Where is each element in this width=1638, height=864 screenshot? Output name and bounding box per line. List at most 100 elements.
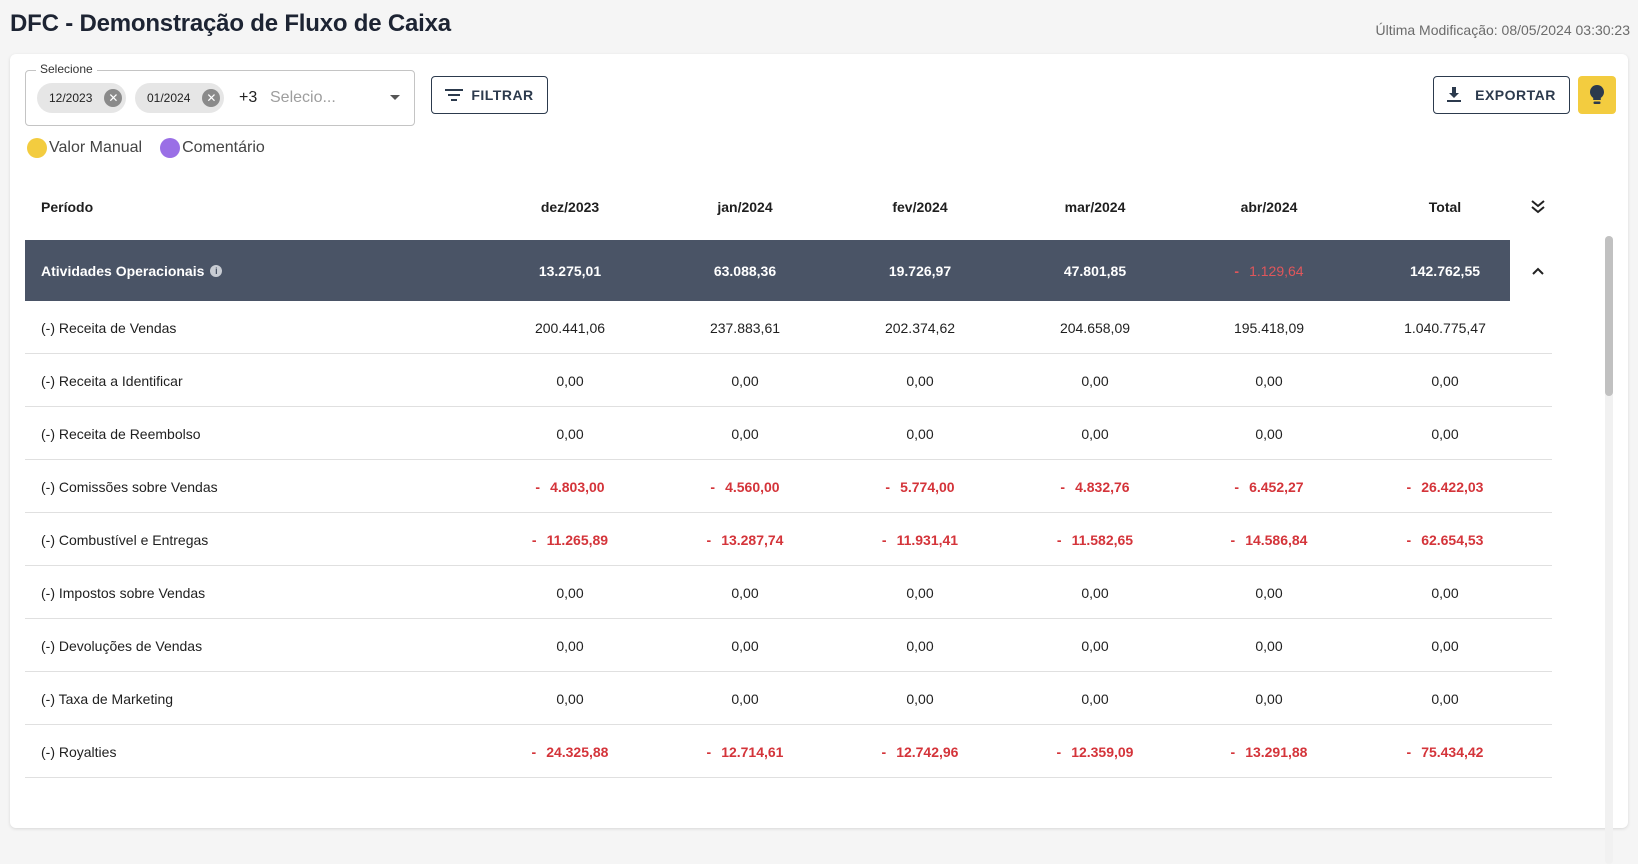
cell-value-negative[interactable]: -14.586,84 (1189, 513, 1349, 566)
cell-value-negative[interactable]: -6.452,27 (1189, 460, 1349, 513)
cell-value[interactable]: 0,00 (1015, 566, 1175, 619)
cell-value-negative[interactable]: -11.931,41 (840, 513, 1000, 566)
negative-sign: - (885, 478, 891, 495)
close-circle-icon[interactable]: ✕ (104, 89, 123, 107)
cell-value-negative[interactable]: -4.560,00 (665, 460, 825, 513)
cell-value[interactable]: 0,00 (1015, 407, 1175, 460)
cell-value-negative[interactable]: -75.434,42 (1365, 725, 1525, 778)
negative-sign: - (1056, 743, 1062, 760)
cell-value-negative[interactable]: -12.359,09 (1015, 725, 1175, 778)
table-scrollbar[interactable] (1605, 236, 1613, 864)
last-modified: Última Modificação: 08/05/2024 03:30:23 (1375, 22, 1631, 38)
row-label: (-) Impostos sobre Vendas (41, 584, 206, 601)
column-header: Total (1428, 199, 1462, 215)
filter-button[interactable]: FILTRAR (431, 76, 548, 114)
cell-text: 0,00 (731, 690, 759, 707)
chip-period[interactable]: 01/2024 ✕ (135, 83, 225, 113)
cell-value[interactable]: 0,00 (1189, 566, 1349, 619)
negative-sign: - (1406, 531, 1412, 548)
cell-value[interactable]: 0,00 (1365, 407, 1525, 460)
cell-text: 0,00 (906, 690, 934, 707)
cell-text: 75.434,42 (1421, 743, 1484, 760)
table-row: (-) Taxa de Marketing 0,00 0,00 0,00 0,00 0,0… (25, 672, 1565, 725)
cell-value[interactable]: 0,00 (840, 407, 1000, 460)
group-value-negative: - 1.129,64 (1189, 240, 1349, 301)
cell-value[interactable]: 0,00 (490, 672, 650, 725)
close-circle-icon[interactable]: ✕ (202, 89, 221, 107)
cell-value[interactable]: 0,00 (840, 354, 1000, 407)
negative-sign: - (1060, 478, 1066, 495)
cell-value[interactable]: 195.418,09 (1189, 301, 1349, 354)
expand-all-button[interactable] (1510, 174, 1565, 240)
cell-value-negative[interactable]: -13.287,74 (665, 513, 825, 566)
cell-value[interactable]: 0,00 (1015, 619, 1175, 672)
negative-sign: - (531, 531, 537, 548)
cell-value[interactable]: 0,00 (1189, 619, 1349, 672)
cell-value[interactable]: 0,00 (665, 407, 825, 460)
cell-text: 0,00 (731, 637, 759, 654)
cell-value[interactable]: 0,00 (665, 354, 825, 407)
cell-value-negative[interactable]: -12.742,96 (840, 725, 1000, 778)
cell-value-negative[interactable]: -4.803,00 (490, 460, 650, 513)
cell-value[interactable]: 0,00 (665, 672, 825, 725)
cell-value[interactable]: 0,00 (840, 619, 1000, 672)
row-action-spacer (1510, 407, 1565, 460)
cell-text: 4.832,76 (1075, 478, 1130, 495)
double-chevron-down-icon (1530, 200, 1545, 214)
group-label-cell: Atividades Operacionais i (41, 240, 223, 301)
cell-text: 0,00 (1431, 372, 1459, 389)
cell-value[interactable]: 0,00 (490, 407, 650, 460)
cell-value[interactable]: 0,00 (490, 354, 650, 407)
cell-value[interactable]: 0,00 (1365, 354, 1525, 407)
collapse-group-button[interactable] (1510, 240, 1565, 301)
cell-value[interactable]: 200.441,06 (490, 301, 650, 354)
report-card: Selecione 12/2023 ✕ 01/2024 ✕ +3 Selecio… (10, 54, 1628, 864)
cell-text: 204.658,09 (1059, 319, 1131, 336)
cell-value[interactable]: 204.658,09 (1015, 301, 1175, 354)
cell-value[interactable]: 0,00 (840, 566, 1000, 619)
chip-label: 01/2024 (147, 91, 191, 105)
cell-value-negative[interactable]: -4.832,76 (1015, 460, 1175, 513)
cell-text: 0,00 (1081, 425, 1109, 442)
cell-value[interactable]: 0,00 (1365, 672, 1525, 725)
cell-value[interactable]: 0,00 (1365, 619, 1525, 672)
cell-value-negative[interactable]: -12.714,61 (665, 725, 825, 778)
cell-value[interactable]: 0,00 (1189, 354, 1349, 407)
cell-value[interactable]: 0,00 (1189, 407, 1349, 460)
cell-value[interactable]: 0,00 (490, 619, 650, 672)
cell-text: 0,00 (1255, 425, 1283, 442)
cell-value[interactable]: 0,00 (490, 566, 650, 619)
cell-text: 0,00 (906, 372, 934, 389)
row-label: (-) Receita de Reembolso (41, 425, 201, 442)
table-row: (-) Devoluções de Vendas 0,00 0,00 0,00 0,00… (25, 619, 1565, 672)
chip-period[interactable]: 12/2023 ✕ (37, 83, 127, 113)
group-row-operational[interactable]: Atividades Operacionais i 13.275,01 63.0… (25, 240, 1565, 301)
cell-value[interactable]: 0,00 (665, 619, 825, 672)
tips-button[interactable] (1578, 76, 1616, 114)
cell-value[interactable]: 0,00 (1365, 566, 1525, 619)
negative-sign: - (710, 478, 716, 495)
cell-value[interactable]: 1.040.775,47 (1365, 301, 1525, 354)
cell-value-negative[interactable]: -24.325,88 (490, 725, 650, 778)
cell-value[interactable]: 0,00 (840, 672, 1000, 725)
cell-value[interactable]: 0,00 (1189, 672, 1349, 725)
negative-sign: - (1230, 743, 1236, 760)
dropdown-arrow-icon[interactable] (390, 95, 400, 100)
cell-value[interactable]: 0,00 (1015, 672, 1175, 725)
cell-value[interactable]: 202.374,62 (840, 301, 1000, 354)
cell-value-negative[interactable]: -13.291,88 (1189, 725, 1349, 778)
negative-sign: - (1234, 478, 1240, 495)
cell-value[interactable]: 0,00 (665, 566, 825, 619)
export-button[interactable]: EXPORTAR (1433, 76, 1570, 114)
cell-value-negative[interactable]: -5.774,00 (840, 460, 1000, 513)
info-icon[interactable]: i (210, 264, 223, 277)
cell-value-negative[interactable]: -62.654,53 (1365, 513, 1525, 566)
scrollbar-thumb[interactable] (1605, 236, 1613, 396)
cell-text: 0,00 (1081, 690, 1109, 707)
cell-value[interactable]: 0,00 (1015, 354, 1175, 407)
cell-value[interactable]: 237.883,61 (665, 301, 825, 354)
cell-value-negative[interactable]: -11.582,65 (1015, 513, 1175, 566)
period-select[interactable]: Selecione 12/2023 ✕ 01/2024 ✕ +3 Selecio… (25, 62, 415, 126)
cell-value-negative[interactable]: -11.265,89 (490, 513, 650, 566)
cell-value-negative[interactable]: -26.422,03 (1365, 460, 1525, 513)
